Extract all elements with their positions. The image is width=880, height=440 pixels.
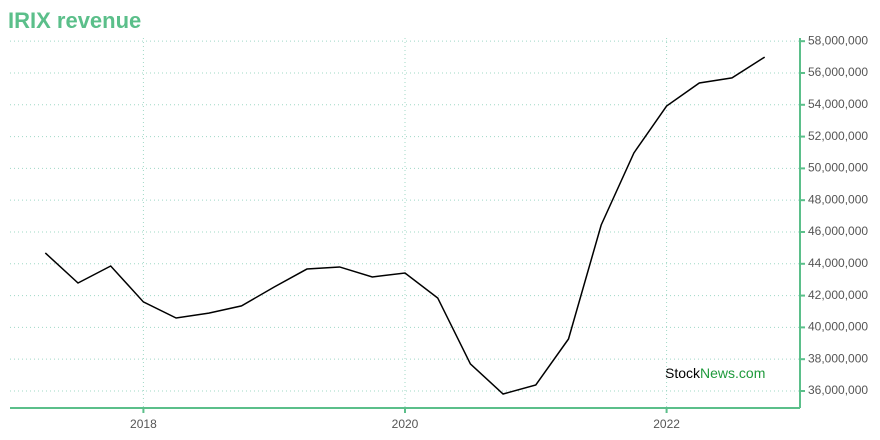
watermark-news: News.com <box>700 365 765 381</box>
chart-title: IRIX revenue <box>8 8 141 33</box>
y-tick-label: 50,000,000 <box>808 161 868 175</box>
y-tick-label: 42,000,000 <box>808 288 868 302</box>
y-tick-label: 48,000,000 <box>808 192 868 206</box>
y-tick-label: 58,000,000 <box>808 33 868 47</box>
watermark: StockNews.com <box>665 365 765 381</box>
watermark-stock: Stock <box>665 365 701 381</box>
y-tick-label: 52,000,000 <box>808 129 868 143</box>
line-series <box>44 56 766 395</box>
x-tick-label: 2022 <box>653 417 680 431</box>
y-tick-label: 56,000,000 <box>808 65 868 79</box>
x-tick-label: 2020 <box>392 417 419 431</box>
x-tick-label: 2018 <box>130 417 157 431</box>
y-tick-label: 54,000,000 <box>808 97 868 111</box>
y-tick-label: 40,000,000 <box>808 320 868 334</box>
y-tick-label: 36,000,000 <box>808 383 868 397</box>
y-tick-label: 44,000,000 <box>808 256 868 270</box>
y-tick-label: 38,000,000 <box>808 351 868 365</box>
y-tick-label: 46,000,000 <box>808 224 868 238</box>
